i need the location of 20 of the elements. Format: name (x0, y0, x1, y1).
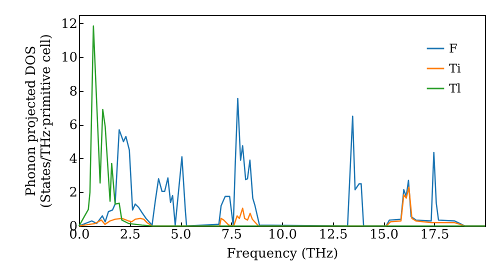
x-tick-label: 15.0 (370, 228, 398, 242)
x-axis-title: Frequency (THz) (226, 246, 338, 262)
y-tick-label: 6 (69, 118, 78, 134)
legend-label: F (449, 42, 458, 56)
x-tick-label: 5.0 (170, 228, 192, 242)
line-series (78, 25, 486, 227)
x-tick-label: 0.0 (69, 228, 90, 242)
y-tick-label: 8 (69, 84, 78, 100)
x-tick-label: 7.5 (221, 228, 242, 242)
y-tick-label: 12 (60, 16, 78, 32)
x-tick-label: 12.5 (318, 228, 348, 242)
x-tick-label: 10.0 (268, 228, 297, 242)
y-tick-label: 10 (60, 50, 78, 66)
legend-label: Tl (449, 82, 462, 96)
y-tick-label: 4 (69, 152, 78, 167)
y-tick-label: 2 (69, 186, 78, 201)
y-axis-title: Phonon projected DOS (States/THz·primitive cell) (24, 34, 54, 208)
legend-label: Ti (449, 62, 462, 76)
x-tick-label: 17.5 (420, 228, 450, 242)
x-tick-label: 2.5 (120, 228, 141, 242)
